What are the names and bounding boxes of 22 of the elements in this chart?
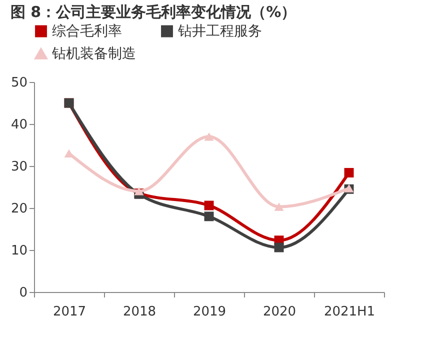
- point: [274, 242, 284, 252]
- point: [204, 212, 214, 222]
- x-tick-label: 2018: [122, 304, 156, 320]
- y-tick-label: 50: [10, 76, 28, 90]
- x-tick-label: 2020: [262, 304, 296, 320]
- y-tick-label: 10: [10, 244, 28, 258]
- point: [274, 202, 284, 211]
- y-tick-label: 40: [10, 118, 28, 132]
- x-tick-label: 2019: [192, 304, 226, 320]
- point: [134, 187, 144, 196]
- point: [344, 168, 354, 178]
- y-tick-label: 20: [10, 202, 28, 216]
- legend-label: 综合毛利率: [52, 23, 122, 40]
- y-tick-label: 30: [10, 160, 28, 174]
- chart-title: 图 8：公司主要业务毛利率变化情况（%）: [10, 3, 296, 21]
- legend-label: 钻机装备制造: [51, 46, 136, 62]
- point: [204, 132, 214, 141]
- x-tick-label: 2017: [52, 304, 86, 320]
- x-tick-label: 2021H1: [324, 304, 376, 320]
- point: [204, 200, 214, 210]
- y-tick-label: 0: [19, 286, 28, 300]
- legend-label: 钻井工程服务: [177, 23, 262, 40]
